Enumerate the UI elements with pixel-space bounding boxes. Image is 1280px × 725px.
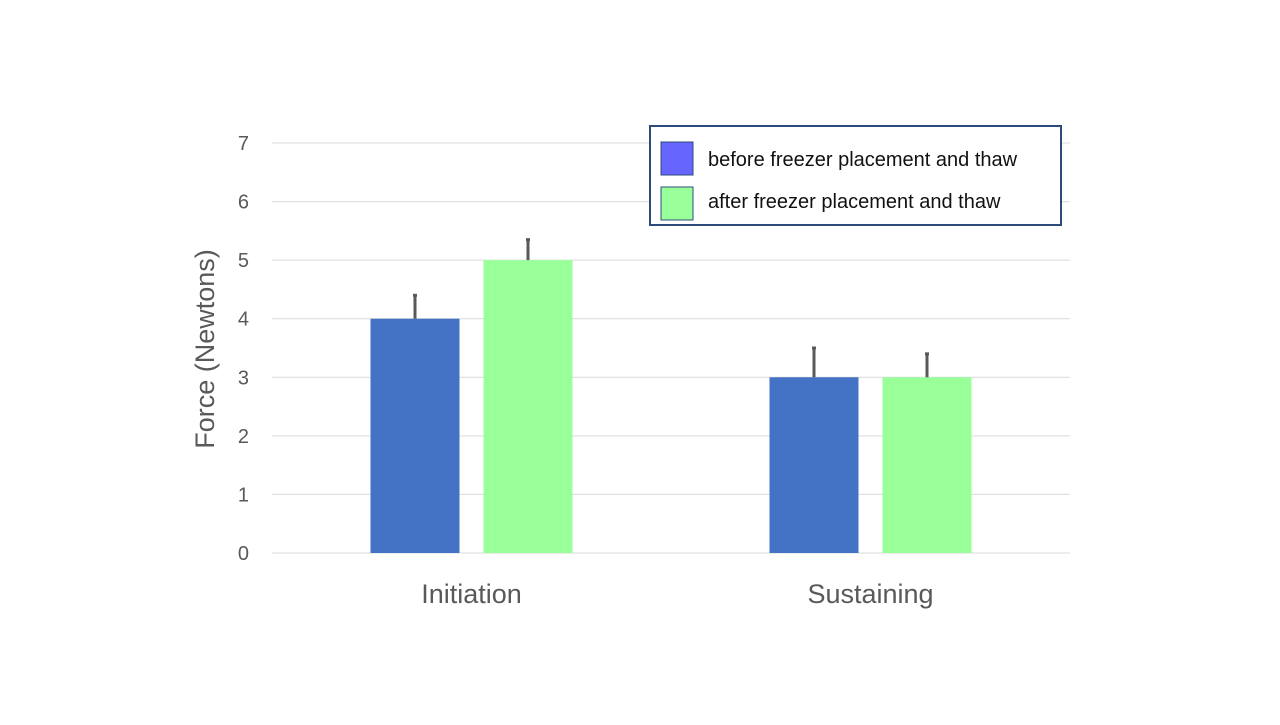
y-tick-label: 3 — [238, 367, 249, 389]
bar-initiation-after — [483, 260, 573, 553]
y-tick-label: 5 — [238, 250, 249, 272]
y-tick-label: 4 — [238, 309, 249, 331]
legend-swatch-before — [660, 141, 694, 176]
x-category-label: Initiation — [421, 579, 522, 609]
y-tick-label: 2 — [238, 426, 249, 448]
legend-swatch-after — [660, 186, 694, 221]
y-tick-label: 1 — [238, 484, 249, 506]
y-tick-label: 7 — [238, 133, 249, 155]
bar-sustaining-before — [769, 377, 859, 553]
error-bars — [413, 238, 929, 378]
bars — [370, 260, 972, 553]
y-tick-label: 0 — [238, 543, 249, 565]
x-category-label: Sustaining — [807, 579, 933, 609]
x-axis-categories: Initiation Sustaining — [421, 579, 933, 609]
bar-initiation-before — [370, 318, 460, 553]
bar-sustaining-after — [882, 377, 972, 553]
y-axis-ticks: 0 1 2 3 4 5 6 7 — [238, 133, 249, 565]
legend: before freezer placement and thaw after … — [649, 125, 1062, 226]
legend-label-before: before freezer placement and thaw — [708, 149, 1018, 171]
legend-label-after: after freezer placement and thaw — [708, 191, 1001, 213]
legend-box — [649, 125, 1062, 226]
y-tick-label: 6 — [238, 192, 249, 214]
y-axis-title: Force (Newtons) — [190, 249, 220, 449]
